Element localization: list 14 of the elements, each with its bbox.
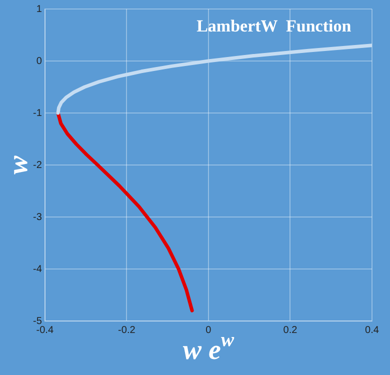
x-tick-label: 0.2	[283, 324, 298, 336]
y-tick-label: -4	[32, 264, 42, 275]
x-tick-label: 0.4	[365, 324, 380, 336]
y-tick-label: -1	[32, 108, 42, 119]
y-tick-label: 0	[36, 56, 42, 67]
x-tick-label: -0.2	[118, 324, 136, 336]
chart-title: LambertW Function	[196, 16, 352, 36]
y-axis-title: w	[3, 155, 34, 174]
y-tick-label: -5	[32, 316, 42, 327]
y-tick-label: -3	[32, 212, 42, 223]
y-tick-label: -2	[32, 160, 42, 171]
x-tick-label: -0.4	[36, 324, 54, 336]
x-tick-label: 0	[206, 324, 212, 336]
y-tick-label: 1	[36, 4, 42, 15]
